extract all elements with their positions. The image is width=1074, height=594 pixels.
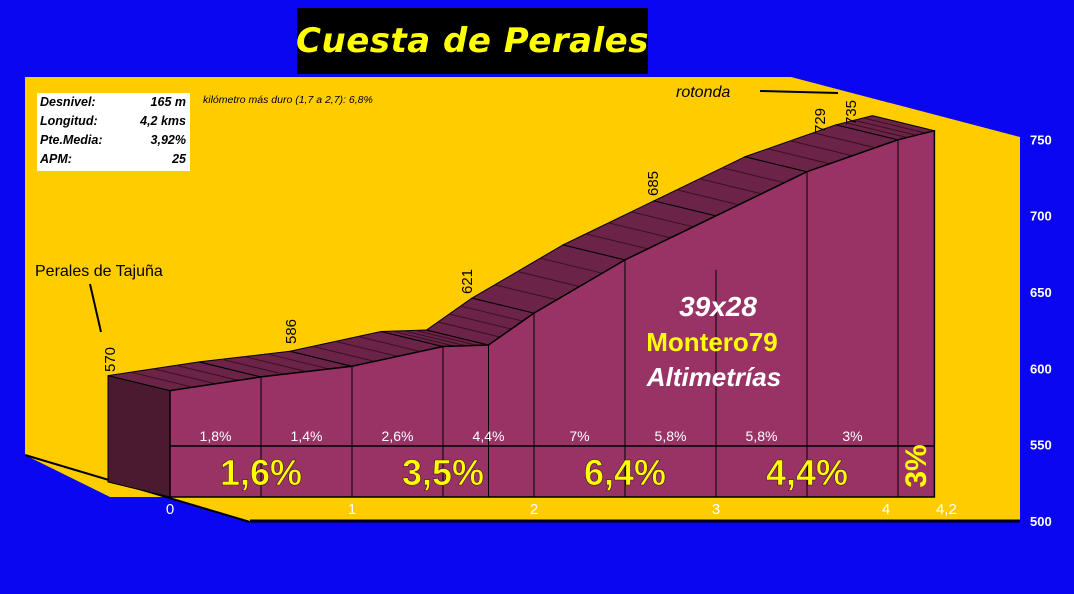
segment-grade-label: 1,8% <box>200 428 232 444</box>
profile-top-ridge <box>267 353 330 370</box>
floor-panel <box>25 455 1020 521</box>
profile-top-ridge <box>392 330 455 347</box>
stat-value: 3,92% <box>150 133 186 147</box>
segment-grade-label: 4,4% <box>473 428 505 444</box>
profile-top-ridge <box>767 148 830 165</box>
profile-top-ridge <box>244 356 307 373</box>
km-grade-label: 1,6% <box>220 452 302 493</box>
credit-author-label: Montero79 <box>646 327 777 357</box>
hardest-km-note: kilómetro más duro (1,7 a 2,7): 6,8% <box>203 94 373 106</box>
stat-value: 4,2 kms <box>140 114 186 128</box>
elevation-label: 621 <box>459 269 476 294</box>
profile-side-wall <box>107 374 171 498</box>
elevation-label: 685 <box>645 171 662 196</box>
segment-grade-label: 1,4% <box>291 428 323 444</box>
profile-top-ridge <box>608 222 671 239</box>
stat-value: 165 m <box>150 95 186 109</box>
credit-site-label: Altimetrías <box>646 362 781 392</box>
stats-box: Desnivel: 165 m Longitud: 4,2 kms Pte.Me… <box>37 93 190 171</box>
profile-top-ridge <box>335 340 398 357</box>
profile-top-ridge <box>676 189 739 206</box>
y-tick-label: 500 <box>1030 514 1052 529</box>
profile-top-ridge <box>813 132 876 149</box>
profile-top-ridge <box>585 233 648 250</box>
stat-value: 25 <box>172 152 186 166</box>
segment-grade-label: 5,8% <box>655 428 687 444</box>
title-banner: Cuesta de Perales <box>296 8 649 74</box>
profile-top-ridge <box>415 329 478 346</box>
profile-top-ridge <box>517 270 580 287</box>
elevation-label: 570 <box>102 347 119 372</box>
stat-row-desnivel: Desnivel: 165 m <box>37 93 190 112</box>
y-tick-label: 600 <box>1030 361 1052 376</box>
profile-top-ridge <box>494 284 557 301</box>
elevation-label: 586 <box>283 319 300 344</box>
profile-top-ridge <box>449 313 512 330</box>
y-tick-label: 700 <box>1030 209 1052 224</box>
profile-top-ridge <box>631 211 694 228</box>
start-town-label: Perales de Tajuña <box>35 263 163 280</box>
roundabout-label: rotonda <box>676 84 730 101</box>
y-axis: 500 550 600 650 700 750 <box>1030 132 1052 529</box>
profile-top-ridge <box>403 330 466 347</box>
segment-grade-label: 3% <box>842 428 862 444</box>
stat-label: Pte.Media: <box>40 133 103 147</box>
stat-row-longitud: Longitud: 4,2 kms <box>37 112 190 131</box>
stat-label: APM: <box>40 152 72 166</box>
elevation-profile <box>107 115 936 498</box>
x-tick-label: 4 <box>882 501 890 518</box>
profile-top-ridge <box>699 178 762 195</box>
profile-front-face <box>169 129 936 498</box>
x-tick-label: 2 <box>530 501 538 518</box>
elevation-label: 735 <box>843 100 860 125</box>
profile-top-ridge <box>358 335 421 352</box>
stat-row-pendiente-media: Pte.Media: 3,92% <box>37 131 190 150</box>
profile-top-ridge <box>460 305 523 322</box>
elevation-label: 729 <box>812 108 829 133</box>
x-tick-label: 4,2 <box>936 501 957 518</box>
segment-grade-label: 7% <box>569 428 589 444</box>
chart-labels: 1,8% 1,4% 2,6% 4,4% 7% 5,8% 5,8% 3% 1,6% 3,5% 6,4%… <box>35 84 957 518</box>
profile-top-ridge <box>790 140 853 157</box>
profile-top-ridge <box>540 257 603 274</box>
km-grade-label: 3% <box>900 444 933 487</box>
km-grade-label: 3,5% <box>402 452 484 493</box>
x-tick-label: 3 <box>712 501 720 518</box>
profile-top-ridge <box>312 345 375 362</box>
start-pointer-line <box>89 283 102 333</box>
profile-top-ridge <box>437 321 500 338</box>
y-tick-label: 550 <box>1030 438 1052 453</box>
profile-top-ridge <box>844 122 908 139</box>
page-title: Cuesta de Perales <box>296 21 649 61</box>
profile-top-ridge <box>221 358 284 375</box>
profile-top-ridge <box>176 364 239 381</box>
profile-top-ridge <box>153 368 216 385</box>
stat-label: Longitud: <box>40 114 98 128</box>
y-tick-label: 650 <box>1030 285 1052 300</box>
x-tick-label: 1 <box>348 501 356 518</box>
segment-grade-label: 5,8% <box>746 428 778 444</box>
credit-gear-label: 39x28 <box>679 291 757 322</box>
stat-label: Desnivel: <box>40 95 96 109</box>
profile-top-ridge <box>722 167 785 184</box>
stat-row-apm: APM: 25 <box>37 150 190 169</box>
profile-top-ridge <box>863 117 926 134</box>
roundabout-pointer-line <box>759 90 839 94</box>
km-grade-label: 6,4% <box>584 452 666 493</box>
profile-top-ridge <box>130 371 193 388</box>
segment-grade-label: 2,6% <box>382 428 414 444</box>
km-grade-label: 4,4% <box>766 452 848 493</box>
x-tick-label: 0 <box>166 501 174 518</box>
y-tick-label: 750 <box>1030 132 1052 147</box>
profile-top-ridge <box>854 119 917 136</box>
